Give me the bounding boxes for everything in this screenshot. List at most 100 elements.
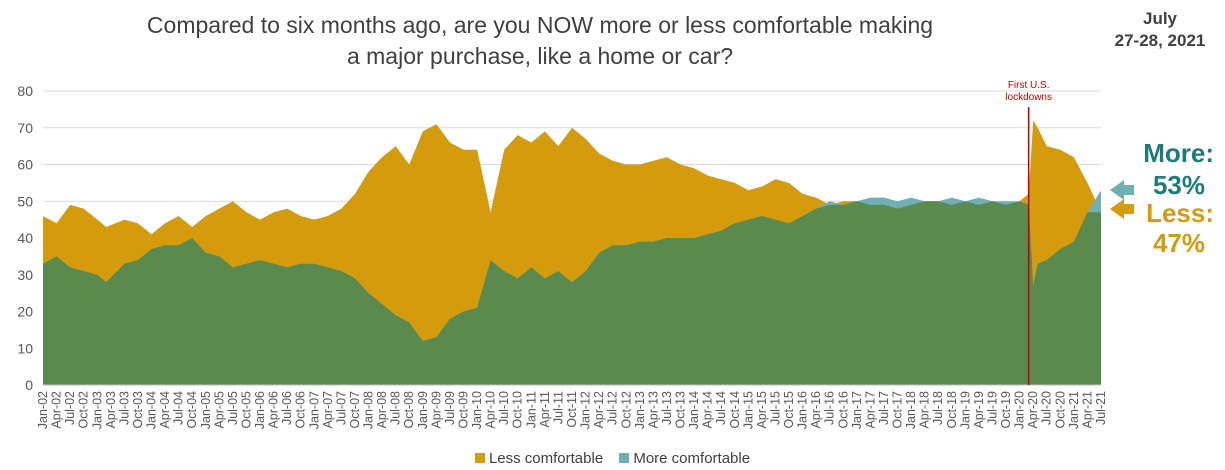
lockdown-annotation-line-1: First U.S.: [1008, 80, 1050, 91]
x-tick-label: Jul-08: [389, 391, 403, 425]
x-tick-label: Oct-12: [619, 391, 633, 429]
x-tick-label: Oct-20: [1053, 391, 1067, 429]
y-tick-label: 40: [17, 230, 33, 246]
x-tick-label: Apr-02: [50, 391, 64, 429]
x-tick-label: Oct-06: [294, 391, 308, 429]
x-tick-label: Oct-08: [402, 391, 416, 429]
x-tick-label: Oct-16: [836, 391, 850, 429]
x-tick-label: Apr-18: [918, 391, 932, 429]
x-tick-label: Oct-05: [239, 391, 253, 429]
x-tick-label: Apr-08: [375, 391, 389, 429]
x-tick-label: Oct-04: [185, 391, 199, 429]
y-tick-label: 20: [17, 304, 33, 320]
y-tick-label: 50: [17, 193, 33, 209]
legend-label-more: More comfortable: [633, 450, 751, 467]
x-tick-label: Jan-12: [579, 391, 593, 429]
x-tick-label: Apr-09: [429, 391, 443, 429]
legend-item-less: Less comfortable: [474, 450, 604, 467]
survey-date: July 27-28, 2021: [1100, 8, 1220, 52]
legend-swatch-more: [619, 453, 630, 463]
series-area-more-comfortable: [43, 201, 1101, 385]
x-tick-label: Oct-13: [674, 391, 688, 429]
y-axis-tick-labels: 0 10 20 30 40 50 60 70 80: [17, 83, 33, 393]
x-tick-label: Jul-11: [551, 391, 565, 424]
x-tick-label: Apr-12: [592, 391, 606, 429]
x-tick-label: Jul-05: [226, 391, 240, 425]
callout-less-label: Less:: [1146, 198, 1214, 228]
x-tick-label: Apr-11: [538, 391, 552, 428]
x-tick-label: Jan-06: [253, 391, 267, 429]
x-tick-label: Oct-02: [77, 391, 91, 429]
x-tick-label: Jul-20: [1040, 391, 1054, 425]
x-tick-label: Jul-13: [660, 391, 674, 425]
x-tick-label: Jul-18: [931, 391, 945, 425]
x-axis-tick-labels: Jan-02 Apr-02 Jul-02 Oct-02 Jan-03 Apr-03 Jul-…: [36, 391, 1108, 429]
y-tick-label: 60: [17, 157, 33, 173]
x-tick-label: Oct-03: [131, 391, 145, 429]
x-tick-label: Jan-03: [90, 391, 104, 429]
x-tick-label: Jan-04: [145, 391, 159, 429]
x-tick-label: Jan-13: [633, 391, 647, 429]
x-tick-label: Jan-14: [687, 391, 701, 429]
chart-legend: Less comfortable More comfortable: [0, 450, 1225, 467]
x-tick-label: Jul-06: [280, 391, 294, 425]
x-tick-label: Apr-06: [267, 391, 281, 429]
x-tick-label: Jul-02: [63, 391, 77, 425]
legend-label-less: Less comfortable: [488, 450, 604, 467]
x-tick-label: Oct-15: [782, 391, 796, 429]
callout-more-label: More:: [1143, 138, 1214, 168]
survey-date-line-2: 27-28, 2021: [1114, 31, 1206, 50]
y-tick-label: 30: [17, 267, 33, 283]
x-tick-label: Jan-10: [470, 391, 484, 429]
x-tick-label: Jan-07: [307, 391, 321, 429]
legend-swatch-less: [474, 453, 485, 463]
x-tick-label: Jul-07: [334, 391, 348, 425]
x-tick-label: Jan-05: [199, 391, 213, 429]
x-tick-label: Jan-09: [416, 391, 430, 429]
less-arrow-icon: [1110, 199, 1134, 219]
callout-more-value: 53%: [1152, 170, 1205, 200]
x-tick-label: Jul-15: [768, 391, 782, 425]
x-tick-label: Oct-14: [728, 391, 742, 429]
x-tick-label: Apr-07: [321, 391, 335, 429]
x-tick-label: Apr-10: [484, 391, 498, 429]
x-tick-label: Jan-19: [958, 391, 972, 429]
x-tick-label: Oct-11: [565, 391, 579, 428]
x-tick-label: Apr-15: [755, 391, 769, 429]
x-tick-label: Jul-19: [985, 391, 999, 425]
x-tick-label: Jul-04: [172, 391, 186, 425]
chart-title: Compared to six months ago, are you NOW …: [110, 10, 970, 72]
x-tick-label: Jul-21: [1094, 391, 1108, 425]
x-tick-label: Oct-18: [945, 391, 959, 429]
chart-title-line-1: Compared to six months ago, are you NOW …: [146, 12, 934, 38]
x-tick-label: Apr-04: [158, 391, 172, 429]
x-tick-label: Apr-17: [863, 391, 877, 429]
x-tick-label: Jan-16: [796, 391, 810, 429]
x-tick-label: Apr-21: [1080, 391, 1094, 429]
x-tick-label: Oct-09: [456, 391, 470, 429]
x-tick-label: Jan-08: [362, 391, 376, 429]
x-tick-label: Jan-20: [1013, 391, 1027, 429]
chart-title-line-2: a major purchase, like a home or car?: [346, 43, 734, 69]
x-tick-label: Jan-11: [524, 391, 538, 428]
x-tick-label: Oct-07: [348, 391, 362, 429]
survey-date-line-1: July: [1142, 9, 1178, 28]
x-tick-label: Apr-13: [646, 391, 660, 429]
x-tick-label: Jul-12: [606, 391, 620, 425]
x-tick-label: Apr-19: [972, 391, 986, 429]
x-tick-label: Jan-18: [904, 391, 918, 429]
x-tick-label: Jan-02: [36, 391, 50, 429]
x-tick-label: Oct-10: [511, 391, 525, 429]
x-tick-label: Apr-14: [701, 391, 715, 429]
x-tick-label: Oct-19: [999, 391, 1013, 429]
callout-less-value: 47%: [1152, 228, 1205, 258]
x-tick-label: Jan-17: [850, 391, 864, 429]
more-arrow-icon: [1110, 180, 1134, 200]
legend-item-more: More comfortable: [619, 450, 750, 467]
y-tick-label: 70: [17, 120, 33, 136]
x-tick-label: Jul-03: [117, 391, 131, 425]
y-tick-label: 80: [17, 83, 33, 99]
x-tick-label: Apr-05: [212, 391, 226, 429]
x-tick-label: Jul-16: [823, 391, 837, 425]
